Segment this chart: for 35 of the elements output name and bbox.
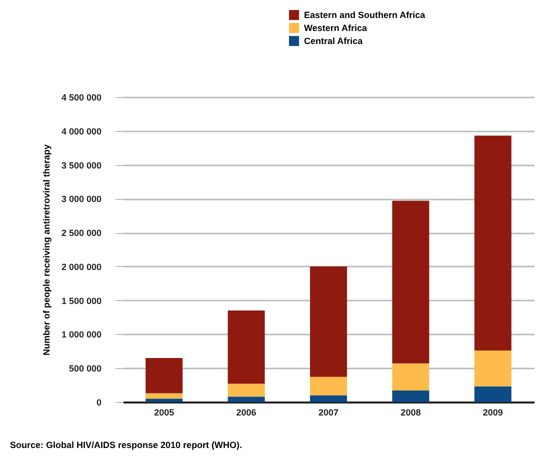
bar — [392, 200, 430, 364]
bar — [228, 384, 265, 397]
bar — [392, 390, 430, 402]
bar — [310, 376, 347, 396]
x-tick-label: 2009 — [482, 408, 503, 418]
legend-label: Central Africa — [304, 36, 364, 46]
bar — [146, 358, 183, 394]
y-tick-label: 1 500 000 — [61, 296, 102, 306]
x-tick-label: 2008 — [400, 408, 421, 418]
bar — [228, 310, 265, 384]
legend-label: Western Africa — [304, 23, 368, 33]
y-tick-label: 2 500 000 — [61, 228, 102, 238]
y-tick-label: 3 000 000 — [61, 194, 102, 204]
y-tick-label: 3 500 000 — [61, 160, 102, 170]
bar — [146, 398, 183, 402]
bar — [392, 363, 430, 390]
y-tick-label: 500 000 — [68, 364, 102, 374]
legend-label: Eastern and Southern Africa — [304, 10, 426, 20]
bar — [310, 395, 347, 402]
x-tick-label: 2007 — [318, 408, 339, 418]
bar — [474, 136, 512, 350]
y-tick-label: 4 500 000 — [61, 92, 102, 102]
y-tick-label: 0 — [96, 398, 102, 408]
bar — [474, 386, 512, 402]
y-tick-label: 4 000 000 — [61, 126, 102, 136]
x-tick-label: 2005 — [154, 408, 174, 418]
bar — [146, 393, 183, 399]
y-tick-label: 2 000 000 — [61, 262, 102, 272]
bar — [474, 350, 512, 386]
y-tick-label: 1 000 000 — [61, 330, 102, 340]
bar — [228, 396, 265, 402]
source-note: Source: Global HIV/AIDS response 2010 report (WHO). — [10, 440, 242, 450]
bar — [310, 266, 347, 377]
x-tick-label: 2006 — [236, 408, 256, 418]
y-axis-title: Number of people receiving antiretroviral therapy — [41, 144, 52, 356]
